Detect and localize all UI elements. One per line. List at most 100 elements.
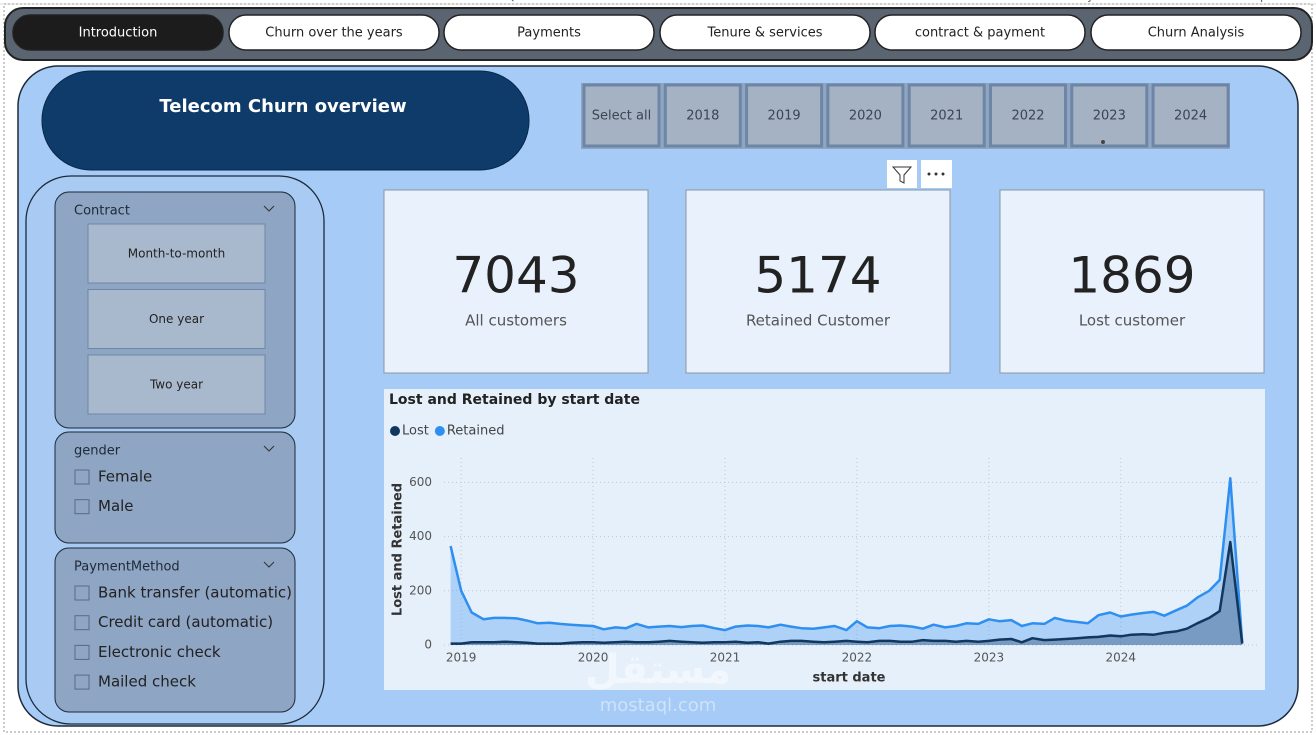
y-tick-label: 600 bbox=[409, 475, 432, 489]
x-tick-label: 2024 bbox=[1106, 651, 1137, 665]
ribbon-tab: Copilot bbox=[1246, 0, 1285, 3]
x-tick-label: 2022 bbox=[842, 651, 873, 665]
slicer-chevron[interactable] bbox=[263, 445, 275, 452]
x-tick-label: 2021 bbox=[710, 651, 741, 665]
checkbox[interactable] bbox=[74, 469, 90, 485]
slicer-tile[interactable] bbox=[87, 223, 266, 284]
slicer-chevron[interactable] bbox=[263, 561, 275, 568]
slicer-title: gender bbox=[74, 444, 121, 459]
ribbon-tab: Calculations bbox=[866, 0, 933, 3]
chart-panel bbox=[384, 389, 1265, 690]
y-axis-title: Lost and Retained bbox=[391, 483, 406, 616]
ribbon-tab: Share bbox=[1131, 0, 1163, 3]
more-dot bbox=[934, 172, 938, 176]
slicer-item: Month-to-month bbox=[128, 247, 226, 261]
page-title: Telecom Churn overview bbox=[159, 96, 406, 117]
year-button[interactable] bbox=[989, 83, 1067, 148]
kpi-label: All customers bbox=[465, 312, 567, 330]
x-axis-title: start date bbox=[813, 671, 886, 686]
nav-tab[interactable] bbox=[874, 14, 1086, 51]
year-button[interactable] bbox=[826, 83, 905, 148]
slicer-tile[interactable] bbox=[87, 289, 266, 349]
ribbon-tab: Data bbox=[217, 0, 243, 3]
slicer-item: Male bbox=[98, 497, 134, 515]
nav-tab[interactable] bbox=[659, 14, 871, 51]
year-label: 2018 bbox=[686, 109, 719, 124]
more-dot bbox=[927, 172, 931, 176]
slicer-item: Bank transfer (automatic) bbox=[98, 584, 292, 602]
series-area bbox=[450, 542, 1243, 645]
scroll-dot bbox=[1101, 140, 1105, 144]
checkbox[interactable] bbox=[74, 499, 90, 515]
series-line bbox=[449, 477, 1244, 643]
watermark: mostaql.com bbox=[600, 695, 717, 716]
title-banner bbox=[41, 70, 530, 171]
nav-tab[interactable] bbox=[1090, 14, 1302, 51]
slicer-title: PaymentMethod bbox=[74, 560, 180, 575]
nav-tab-label: contract & payment bbox=[915, 26, 1045, 41]
year-label: Select all bbox=[592, 109, 651, 124]
kpi-label: Lost customer bbox=[1079, 312, 1186, 330]
filter-icon bbox=[891, 166, 913, 184]
checkbox[interactable] bbox=[74, 674, 90, 690]
year-label: 2023 bbox=[1093, 109, 1126, 124]
slicer-tile[interactable] bbox=[87, 354, 266, 415]
legend-swatch bbox=[390, 426, 400, 436]
year-label: 2022 bbox=[1011, 109, 1044, 124]
nav-tab-label: Churn over the years bbox=[265, 26, 403, 41]
nav-tab-label: Payments bbox=[517, 26, 581, 41]
chart-title: Lost and Retained by start date bbox=[389, 392, 640, 408]
year-label: 2020 bbox=[849, 109, 882, 124]
kpi-card bbox=[383, 189, 649, 374]
slicer-item: Female bbox=[98, 468, 152, 486]
kpi-card bbox=[685, 189, 951, 374]
canvas-frame bbox=[3, 3, 1313, 733]
nav-tab-label: Tenure & services bbox=[706, 26, 822, 41]
y-tick-label: 0 bbox=[424, 638, 432, 652]
kpi-label: Retained Customer bbox=[746, 312, 891, 330]
ribbon-tab: Insert bbox=[677, 0, 709, 3]
year-button[interactable] bbox=[1151, 83, 1230, 148]
year-button[interactable] bbox=[1070, 83, 1149, 148]
more-dot bbox=[941, 172, 945, 176]
checkbox[interactable] bbox=[74, 615, 90, 631]
x-tick-label: 2023 bbox=[974, 651, 1005, 665]
slicer-item: Two year bbox=[149, 378, 203, 392]
ribbon-tab: Queries bbox=[507, 0, 550, 3]
slicer-item: One year bbox=[149, 312, 204, 326]
nav-tab[interactable] bbox=[12, 14, 224, 51]
filter-icon-box[interactable] bbox=[887, 160, 917, 188]
year-label: 2021 bbox=[930, 109, 963, 124]
slicer-card bbox=[54, 431, 296, 544]
legend-label: Retained bbox=[447, 424, 505, 439]
x-tick-label: 2019 bbox=[446, 651, 477, 665]
ribbon-tab: Sensitivity bbox=[1036, 0, 1094, 3]
year-label: 2019 bbox=[768, 109, 801, 124]
slicer-item: Mailed check bbox=[98, 673, 196, 691]
year-button[interactable] bbox=[907, 83, 986, 148]
year-button[interactable] bbox=[582, 83, 661, 148]
slicer-chevron[interactable] bbox=[263, 205, 275, 212]
slicer-item: Electronic check bbox=[98, 643, 221, 661]
nav-tab-label: Introduction bbox=[79, 26, 158, 41]
kpi-value: 5174 bbox=[754, 247, 881, 305]
nav-tab[interactable] bbox=[228, 14, 440, 51]
kpi-card bbox=[999, 189, 1265, 374]
y-tick-label: 200 bbox=[409, 583, 432, 597]
checkbox[interactable] bbox=[74, 585, 90, 601]
kpi-value: 7043 bbox=[452, 247, 579, 305]
nav-tab[interactable] bbox=[443, 14, 655, 51]
x-tick-label: 2020 bbox=[578, 651, 609, 665]
year-button[interactable] bbox=[745, 83, 824, 148]
watermark: مستقل bbox=[585, 647, 731, 693]
kpi-value: 1869 bbox=[1068, 247, 1195, 305]
y-tick-label: 400 bbox=[409, 529, 432, 543]
checkbox[interactable] bbox=[74, 644, 90, 660]
slicer-item: Credit card (automatic) bbox=[98, 613, 273, 631]
series-area bbox=[450, 478, 1243, 645]
year-label: 2024 bbox=[1174, 109, 1207, 124]
year-button[interactable] bbox=[663, 83, 742, 148]
slicer-card bbox=[54, 547, 296, 713]
nav-tab-label: Churn Analysis bbox=[1148, 26, 1245, 41]
